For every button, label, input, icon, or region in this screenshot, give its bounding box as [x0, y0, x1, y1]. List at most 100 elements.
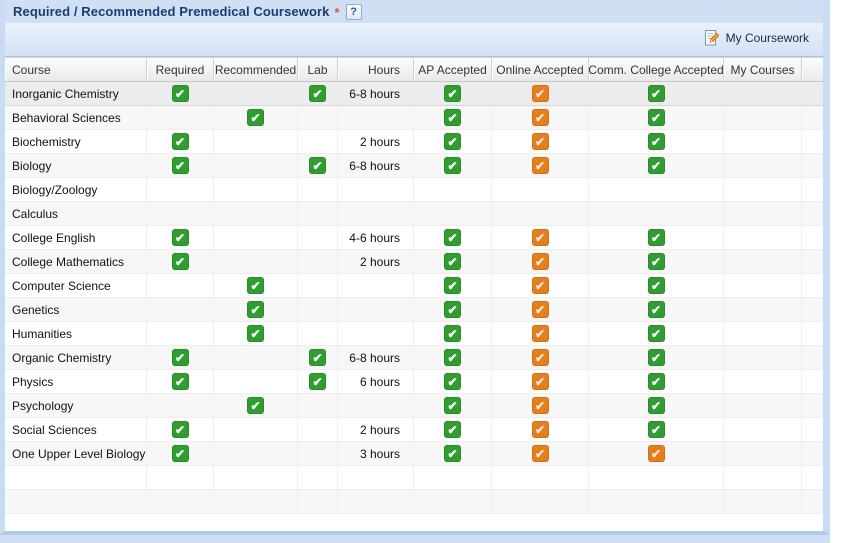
cell-my_courses	[724, 346, 802, 369]
cell-ap	[414, 178, 492, 201]
column-header-lab[interactable]: Lab	[298, 58, 338, 81]
table-row[interactable]: Behavioral Sciences ✔ ✔ ✔ ✔	[5, 106, 823, 130]
check-icon-orange: ✔	[647, 445, 665, 462]
table-row[interactable]: Genetics ✔ ✔ ✔ ✔	[5, 298, 823, 322]
cell-cc	[589, 490, 724, 513]
cell-required	[147, 490, 214, 513]
table-row[interactable]: Computer Science ✔ ✔ ✔ ✔	[5, 274, 823, 298]
check-icon-green: ✔	[309, 157, 326, 174]
table-row[interactable]: College Mathematics ✔ 2 hours ✔ ✔ ✔	[5, 250, 823, 274]
cell-online	[492, 490, 589, 513]
cell-recommended	[214, 418, 298, 441]
table-row[interactable]: Biology/Zoology	[5, 178, 823, 202]
table-row[interactable]: Inorganic Chemistry ✔ ✔ 6-8 hours ✔ ✔ ✔	[5, 82, 823, 106]
check-icon-green: ✔	[647, 85, 665, 102]
cell-required	[147, 466, 214, 489]
cell-cc: ✔	[589, 418, 724, 441]
cell-course	[5, 466, 147, 489]
column-header-filler	[802, 58, 823, 81]
cell-my_courses	[724, 466, 802, 489]
table-row[interactable]: Social Sciences ✔ 2 hours ✔ ✔ ✔	[5, 418, 823, 442]
cell-hours	[338, 202, 414, 225]
cell-ap: ✔	[414, 322, 492, 345]
cell-online	[492, 202, 589, 225]
check-icon-green: ✔	[309, 85, 326, 102]
table-row[interactable]: One Upper Level Biology ✔ 3 hours ✔ ✔ ✔	[5, 442, 823, 466]
table-row[interactable]: Organic Chemistry ✔ ✔ 6-8 hours ✔ ✔ ✔	[5, 346, 823, 370]
check-icon-green: ✔	[171, 373, 189, 390]
cell-lab	[298, 130, 338, 153]
check-icon-green: ✔	[647, 157, 665, 174]
cell-cc: ✔	[589, 322, 724, 345]
column-header-ap[interactable]: AP Accepted	[414, 58, 492, 81]
cell-online: ✔	[492, 394, 589, 417]
help-button[interactable]: ?	[345, 3, 362, 20]
empty-row	[5, 490, 823, 514]
panel-titlebar: Required / Recommended Premedical Course…	[5, 0, 823, 23]
cell-lab	[298, 322, 338, 345]
cell-hours: 6-8 hours	[338, 154, 414, 177]
check-icon-green: ✔	[444, 109, 461, 126]
cell-lab	[298, 226, 338, 249]
cell-required	[147, 106, 214, 129]
check-icon-green: ✔	[171, 253, 189, 270]
cell-course: Inorganic Chemistry	[5, 82, 147, 105]
cell-my_courses	[724, 154, 802, 177]
cell-recommended	[214, 154, 298, 177]
cell-lab	[298, 178, 338, 201]
check-icon-green: ✔	[647, 397, 665, 414]
table-row[interactable]: Biochemistry ✔ 2 hours ✔ ✔ ✔	[5, 130, 823, 154]
cell-course: Genetics	[5, 298, 147, 321]
cell-online: ✔	[492, 442, 589, 465]
check-icon-green: ✔	[647, 349, 665, 366]
cell-hours: 6-8 hours	[338, 346, 414, 369]
cell-ap: ✔	[414, 394, 492, 417]
table-row[interactable]: Biology ✔ ✔ 6-8 hours ✔ ✔ ✔	[5, 154, 823, 178]
cell-online: ✔	[492, 418, 589, 441]
column-header-required[interactable]: Required	[147, 58, 214, 81]
cell-lab: ✔	[298, 346, 338, 369]
cell-recommended: ✔	[214, 106, 298, 129]
cell-ap: ✔	[414, 154, 492, 177]
check-icon-green: ✔	[171, 133, 189, 150]
cell-online: ✔	[492, 130, 589, 153]
column-header-online[interactable]: Online Accepted	[492, 58, 589, 81]
column-header-recommended[interactable]: Recommended	[214, 58, 298, 81]
cell-ap: ✔	[414, 442, 492, 465]
cell-course: Organic Chemistry	[5, 346, 147, 369]
cell-recommended	[214, 178, 298, 201]
cell-ap: ✔	[414, 370, 492, 393]
cell-online: ✔	[492, 346, 589, 369]
cell-course	[5, 490, 147, 513]
cell-lab	[298, 298, 338, 321]
cell-my_courses	[724, 202, 802, 225]
cell-course: College Mathematics	[5, 250, 147, 273]
table-row[interactable]: Humanities ✔ ✔ ✔ ✔	[5, 322, 823, 346]
cell-online: ✔	[492, 106, 589, 129]
column-header-hours[interactable]: Hours	[338, 58, 414, 81]
my-coursework-button[interactable]: My Coursework	[700, 28, 813, 48]
cell-recommended	[214, 202, 298, 225]
page-title: Required / Recommended Premedical Course…	[13, 4, 330, 19]
column-header-cc[interactable]: Comm. College Accepted	[588, 58, 724, 81]
table-row[interactable]: Calculus	[5, 202, 823, 226]
check-icon-orange: ✔	[531, 229, 549, 246]
check-icon-green: ✔	[444, 421, 461, 438]
table-row[interactable]: Physics ✔ ✔ 6 hours ✔ ✔ ✔	[5, 370, 823, 394]
cell-lab	[298, 250, 338, 273]
check-icon-orange: ✔	[531, 277, 549, 294]
table-row[interactable]: College English ✔ 4-6 hours ✔ ✔ ✔	[5, 226, 823, 250]
cell-online: ✔	[492, 226, 589, 249]
column-header-my_courses[interactable]: My Courses	[724, 58, 802, 81]
check-icon-green: ✔	[309, 373, 326, 390]
cell-required: ✔	[147, 346, 214, 369]
cell-my_courses	[724, 490, 802, 513]
check-icon-green: ✔	[171, 85, 189, 102]
cell-hours	[338, 490, 414, 513]
table-row[interactable]: Psychology ✔ ✔ ✔ ✔	[5, 394, 823, 418]
column-header-course[interactable]: Course	[5, 58, 147, 81]
check-icon-orange: ✔	[531, 133, 549, 150]
cell-ap: ✔	[414, 226, 492, 249]
check-icon-green: ✔	[647, 421, 665, 438]
check-icon-green: ✔	[647, 253, 665, 270]
